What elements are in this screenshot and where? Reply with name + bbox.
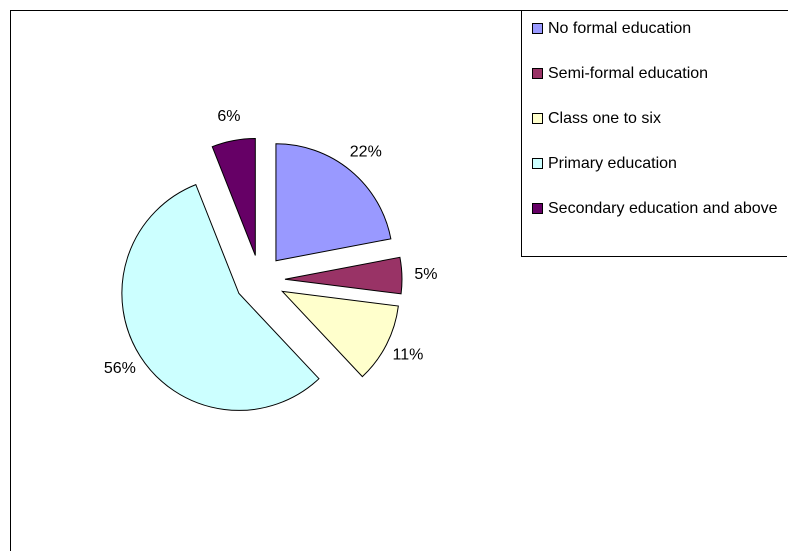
data-label: 6% [217, 108, 240, 125]
data-label: 56% [104, 360, 136, 377]
data-label: 22% [350, 143, 382, 160]
legend-item: Class one to six [532, 109, 787, 154]
legend-swatch [532, 113, 543, 124]
legend-label: Secondary education and above [548, 200, 778, 217]
pie-slice [275, 143, 392, 262]
legend-item: Primary education [532, 154, 787, 199]
legend-label: Class one to six [548, 110, 661, 127]
pie-slice [284, 256, 403, 295]
legend-swatch [532, 68, 543, 79]
pie-slice [211, 137, 256, 256]
legend-label: Primary education [548, 155, 677, 172]
pie-slice [280, 290, 399, 378]
legend-item: No formal education [532, 19, 787, 64]
legend-label: No formal education [548, 20, 692, 37]
legend: No formal education Semi-formal education… [521, 10, 787, 257]
pie-slice [121, 183, 320, 411]
legend-swatch [532, 203, 543, 214]
data-label: 5% [414, 266, 437, 283]
data-label: 11% [392, 347, 423, 364]
legend-label: Semi-formal education [548, 65, 709, 82]
legend-swatch [532, 23, 543, 34]
legend-item: Secondary education and above [532, 199, 787, 244]
legend-swatch [532, 158, 543, 169]
legend-item: Semi-formal education [532, 64, 787, 109]
